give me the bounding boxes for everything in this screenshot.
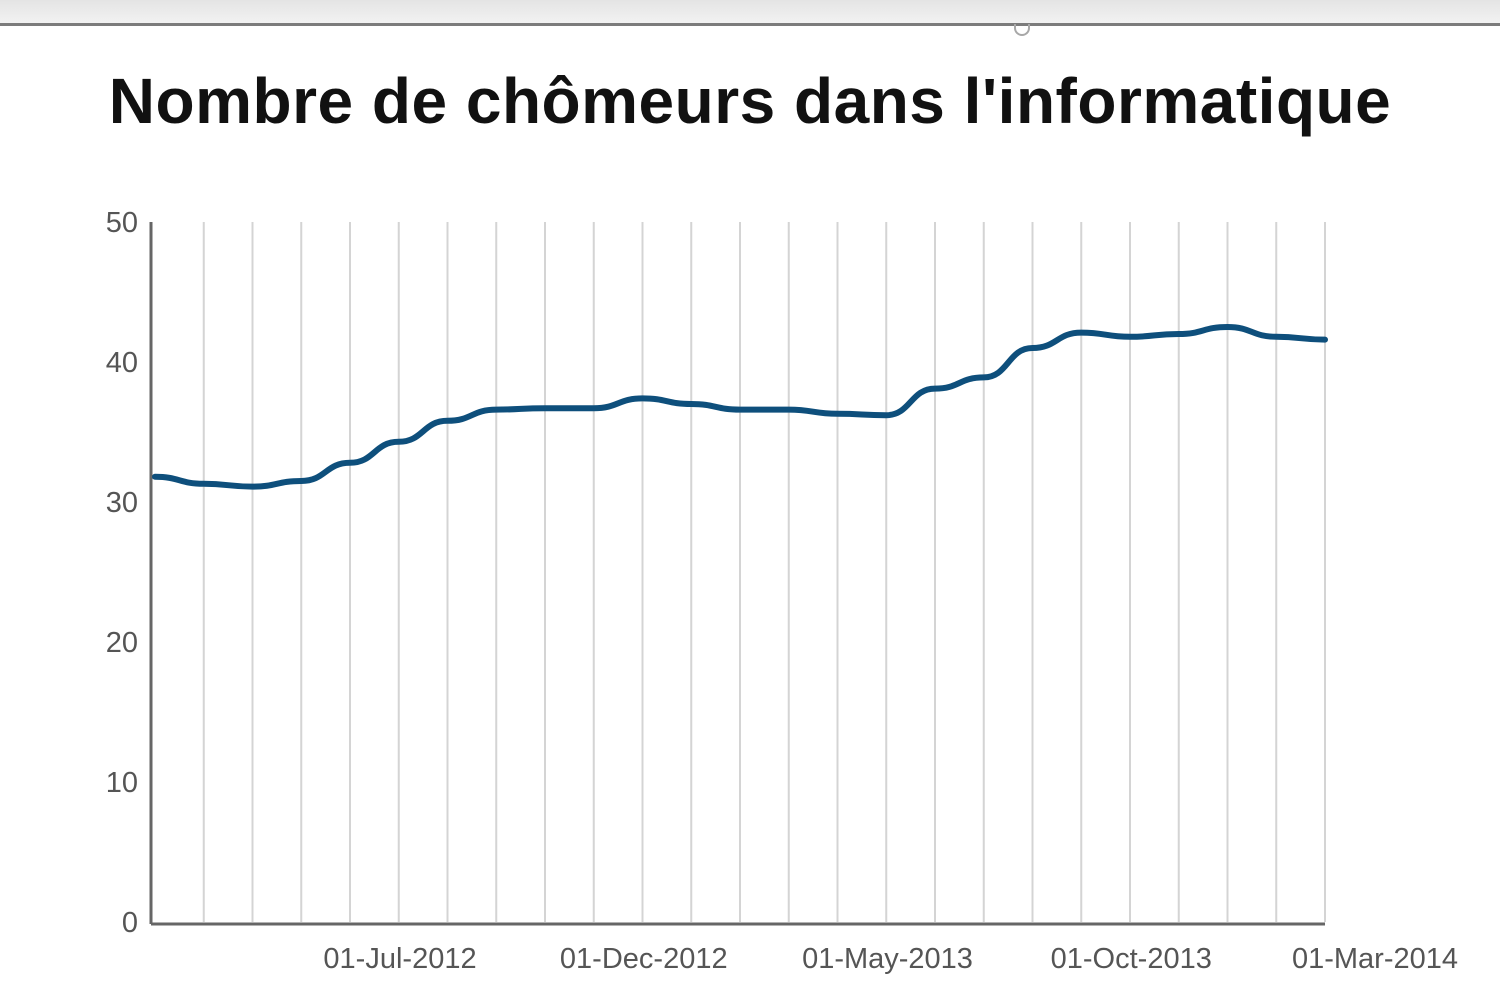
data-point [252, 486, 253, 488]
y-axis-ticks: 0 10 20 30 40 50 [106, 207, 138, 939]
x-tick-label: 01-May-2013 [802, 943, 973, 975]
x-tick-label: 01-Mar-2014 [1292, 943, 1458, 975]
y-tick-label: 50 [106, 207, 138, 239]
data-point [398, 441, 400, 443]
data-point [983, 376, 985, 378]
y-tick-label: 20 [106, 627, 138, 659]
data-point [690, 403, 692, 405]
window-top-strip [0, 0, 1500, 36]
y-tick-label: 0 [122, 907, 138, 939]
axes [149, 222, 1325, 926]
data-point [1324, 339, 1326, 341]
data-point [544, 407, 546, 409]
x-axis-ticks: 01-Jul-2012 01-Dec-2012 01-May-2013 01-Oct-… [323, 943, 1458, 975]
data-point [1032, 347, 1033, 349]
x-tick-label: 01-Jul-2012 [323, 943, 476, 975]
data-point [788, 409, 790, 411]
data-point [1227, 326, 1228, 328]
resize-knob-icon [1014, 24, 1030, 36]
chart-title: Nombre de chômeurs dans l'informatique [108, 65, 1392, 137]
data-point [934, 388, 936, 390]
data-point [1275, 336, 1277, 338]
data-point [642, 397, 643, 399]
data-point [447, 420, 448, 422]
y-tick-label: 40 [106, 347, 138, 379]
data-point [1178, 333, 1180, 335]
y-tick-label: 10 [106, 767, 138, 799]
data-point [885, 414, 887, 416]
data-point [495, 409, 497, 411]
data-point [154, 476, 156, 478]
data-point [593, 407, 595, 409]
data-point [300, 480, 302, 482]
data-point [349, 462, 351, 464]
data-point [837, 413, 838, 415]
y-tick-label: 30 [106, 487, 138, 519]
series-layer [152, 324, 1328, 490]
data-point [1080, 332, 1082, 334]
x-tick-label: 01-Dec-2012 [560, 943, 728, 975]
x-tick-label: 01-Oct-2013 [1051, 943, 1212, 975]
data-point [203, 483, 205, 485]
vertical-grid [202, 222, 1326, 922]
data-point [739, 409, 741, 411]
data-point [1129, 336, 1131, 338]
